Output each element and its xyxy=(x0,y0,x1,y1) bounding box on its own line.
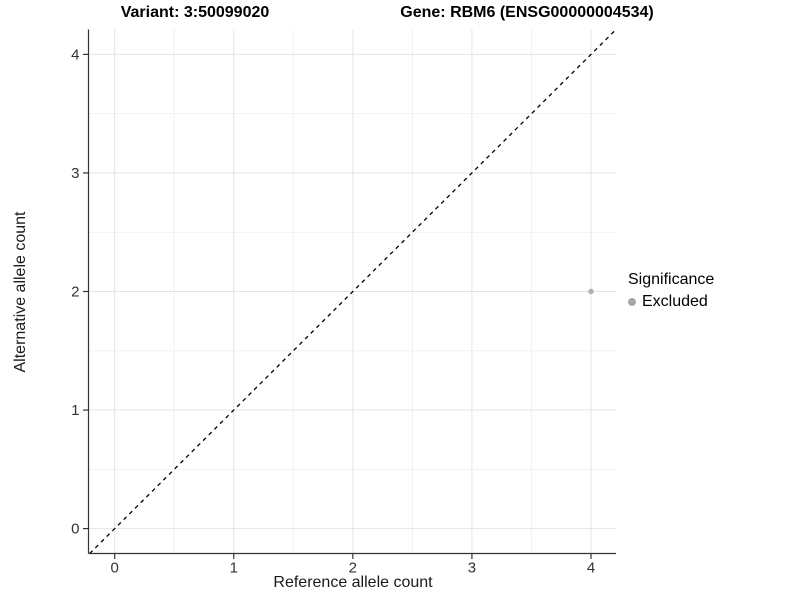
y-tick-label: 3 xyxy=(71,165,79,182)
x-tick-label: 2 xyxy=(349,560,357,577)
data-point xyxy=(588,288,594,295)
legend: Significance Excluded xyxy=(628,271,714,311)
x-tick-label: 1 xyxy=(230,560,238,577)
legend-entry: Excluded xyxy=(628,293,714,311)
x-tick-label: 4 xyxy=(587,560,595,577)
y-tick-label: 2 xyxy=(71,284,79,301)
y-tick-label: 0 xyxy=(71,521,79,538)
x-tick-label: 3 xyxy=(468,560,476,577)
legend-dot-icon xyxy=(628,298,636,306)
legend-title: Significance xyxy=(628,271,715,288)
y-tick-label: 4 xyxy=(71,46,79,63)
identity-line xyxy=(89,29,617,554)
x-tick-label: 0 xyxy=(111,560,119,577)
y-axis-title: Alternative allele count xyxy=(12,211,29,373)
y-tick-label: 1 xyxy=(71,402,79,419)
gene-title: Gene: RBM6 (ENSG00000004534) xyxy=(400,4,654,21)
legend-entry-label: Excluded xyxy=(642,293,708,310)
x-axis-title: Reference allele count xyxy=(273,574,433,591)
variant-title: Variant: 3:50099020 xyxy=(120,4,270,21)
